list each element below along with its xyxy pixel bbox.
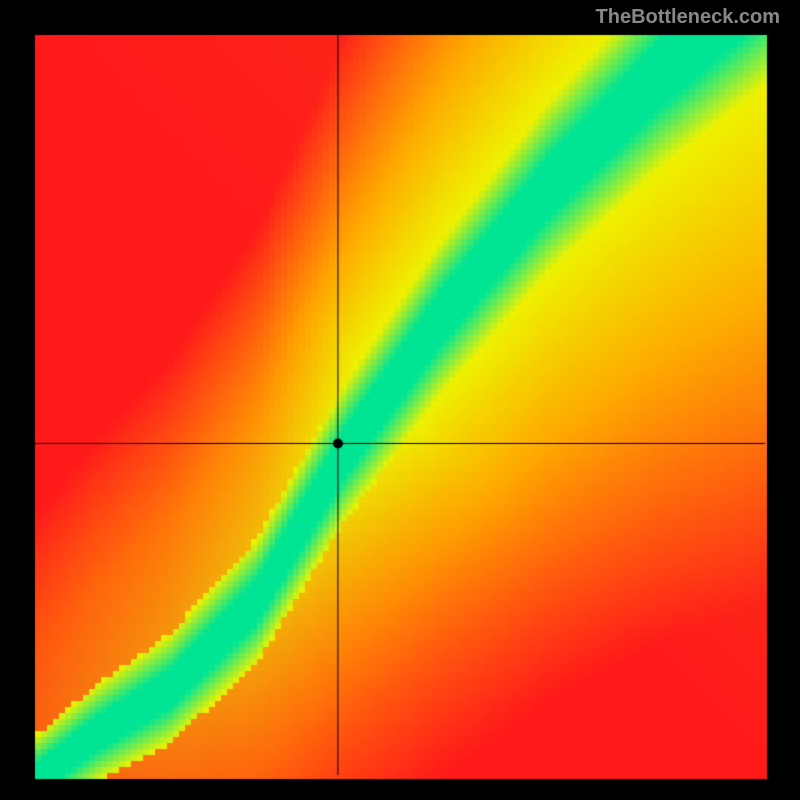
chart-container: TheBottleneck.com [0,0,800,800]
watermark-text: TheBottleneck.com [596,6,780,29]
bottleneck-heatmap [0,0,800,800]
